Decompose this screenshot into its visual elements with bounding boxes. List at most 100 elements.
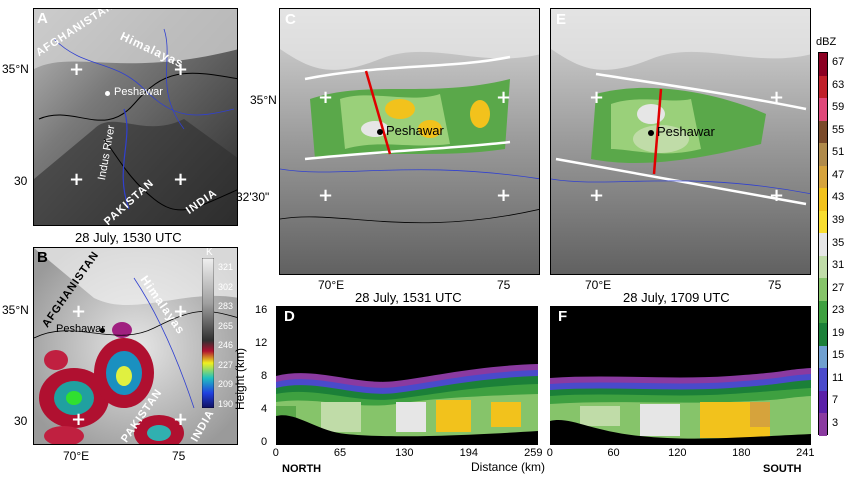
panel-d-ytick: 4 — [261, 403, 268, 415]
panel-e-lon-70: 70°E — [585, 278, 612, 292]
grid-plus-icon: + — [589, 185, 605, 206]
label-peshawar: Peshawar — [56, 323, 105, 335]
panel-d-xtick: 65 — [333, 447, 347, 459]
dbz-colorbar-swatch — [819, 255, 827, 279]
label-peshawar: Peshawar — [386, 123, 444, 138]
grid-plus-icon: + — [589, 87, 605, 108]
grid-plus-icon: + — [71, 409, 87, 430]
dbz-colorbar-swatch — [819, 188, 827, 212]
grid-plus-icon: + — [69, 59, 85, 80]
panel-a-label: A — [37, 10, 48, 27]
dbz-colorbar-swatch — [819, 53, 827, 77]
grid-plus-icon: + — [318, 87, 334, 108]
k-colorbar-tick: 265 — [218, 320, 234, 331]
dbz-colorbar-swatch — [819, 413, 827, 437]
dbz-colorbar-tick: 59 — [832, 101, 845, 114]
panel-e-caption: 28 July, 1709 UTC — [623, 290, 730, 305]
dbz-colorbar-tick: 7 — [832, 394, 839, 407]
panel-d-label: D — [284, 308, 295, 325]
panel-d-xlabel: Distance (km) — [471, 460, 546, 474]
k-colorbar-tick: 190 — [218, 398, 234, 409]
k-colorbar-tick: 209 — [218, 379, 234, 389]
panel-d-ytick: 16 — [255, 304, 268, 316]
dbz-colorbar-swatch — [819, 368, 827, 392]
grid-plus-icon: + — [318, 185, 334, 206]
panel-d-xtick: 194 — [459, 447, 478, 459]
k-colorbar-tick: 246 — [218, 340, 234, 350]
panel-f-xtick: 60 — [607, 447, 620, 459]
dbz-colorbar-tick: 35 — [832, 236, 845, 249]
grid-plus-icon: + — [173, 59, 189, 80]
grid-plus-icon: + — [173, 301, 189, 322]
dbz-colorbar-swatch — [819, 165, 827, 189]
panel-f-reflectivity — [550, 368, 811, 445]
dbz-colorbar-tick: 3 — [832, 416, 839, 429]
panel-c-radar-map: C + + + + Peshawar — [279, 8, 540, 275]
dbz-colorbar-swatch — [819, 120, 827, 144]
grid-plus-icon: + — [769, 185, 785, 206]
panel-a-map: A AFGHANISTAN Himalayas + + + + Peshawar… — [33, 8, 238, 226]
panel-d-xtick: 0 — [272, 447, 279, 459]
panel-a-lat-30: 30 — [14, 174, 28, 188]
panel-f-xtick: 241 — [796, 447, 815, 459]
panel-f-label: F — [558, 308, 568, 325]
grid-plus-icon: + — [496, 87, 512, 108]
panel-c-caption: 28 July, 1531 UTC — [355, 290, 462, 305]
peshawar-dot-icon — [377, 129, 383, 135]
dbz-colorbar-swatch — [819, 210, 827, 234]
panel-e-radar-image — [551, 9, 810, 274]
panel-a-caption: 28 July, 1530 UTC — [75, 230, 182, 245]
panel-b-lat-30: 30 — [14, 414, 28, 428]
panel-f-xtick: 120 — [668, 447, 687, 459]
dbz-colorbar-tick: 43 — [832, 191, 845, 204]
panel-f-xtick: 0 — [546, 447, 553, 459]
panel-b-lon-70: 70°E — [63, 449, 90, 463]
k-colorbar-tick: 302 — [218, 281, 234, 292]
panel-e-label: E — [556, 11, 567, 28]
panel-d-ytick: 8 — [261, 370, 268, 382]
panel-b-satellite: B AFGHANISTAN Himalayas Peshawar PAKISTA… — [33, 247, 238, 445]
dbz-colorbar — [818, 52, 828, 437]
panel-e-radar-map: E + + + + Peshawar — [550, 8, 811, 275]
panel-f-south-label: SOUTH — [763, 463, 802, 475]
panel-d-cross-section: D — [276, 306, 538, 445]
k-colorbar-tick: 321 — [218, 262, 234, 272]
panel-d-xtick: 130 — [395, 447, 414, 459]
grid-plus-icon: + — [173, 169, 189, 190]
dbz-colorbar-swatch — [819, 233, 827, 257]
grid-plus-icon: + — [769, 87, 785, 108]
dbz-colorbar-swatch — [819, 323, 827, 347]
grid-plus-icon: + — [71, 301, 87, 322]
dbz-colorbar-tick: 27 — [832, 281, 845, 294]
dbz-colorbar-tick: 15 — [832, 349, 845, 362]
panel-d-ylabel: Height (km) — [233, 347, 248, 411]
label-peshawar: Peshawar — [657, 124, 715, 139]
dbz-colorbar-unit: dBZ — [816, 36, 837, 48]
grid-plus-icon: + — [496, 185, 512, 206]
panel-b-label: B — [37, 249, 48, 266]
k-colorbar-unit: K — [206, 247, 213, 258]
panel-c-radar-image — [280, 9, 539, 274]
dbz-colorbar-swatch — [819, 98, 827, 122]
dbz-colorbar-tick: 55 — [832, 123, 845, 136]
peshawar-dot-icon — [648, 130, 654, 136]
k-colorbar — [202, 258, 214, 408]
panel-c-lon-75: 75 — [497, 278, 511, 292]
dbz-colorbar-tick: 47 — [832, 168, 845, 181]
k-colorbar-tick: 283 — [218, 301, 234, 311]
peshawar-dot-icon — [105, 91, 110, 96]
dbz-colorbar-swatch — [819, 278, 827, 302]
dbz-colorbar-tick: 67 — [832, 56, 845, 69]
panel-d-north-label: NORTH — [282, 463, 322, 475]
dbz-colorbar-tick: 63 — [832, 78, 845, 91]
dbz-colorbar-tick: 23 — [832, 304, 845, 317]
panel-c-lat-3230: 32'30" — [236, 190, 270, 204]
peshawar-dot-icon — [100, 328, 105, 333]
panel-d-reflectivity — [276, 364, 538, 445]
panel-d-ytick: 0 — [261, 436, 268, 448]
panel-f-cross-section: F — [550, 306, 811, 445]
dbz-colorbar-swatch — [819, 390, 827, 414]
dbz-colorbar-tick: 19 — [832, 326, 845, 339]
panel-d-xtick: 259 — [524, 447, 543, 459]
panel-d-ytick: 12 — [255, 337, 268, 349]
